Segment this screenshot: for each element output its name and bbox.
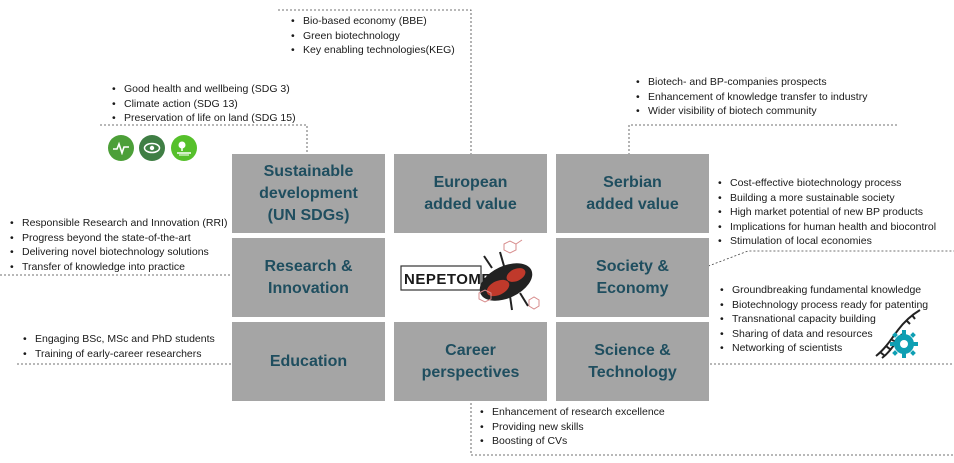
list-item: High market potential of new BP products <box>718 205 936 220</box>
tile-european-added-value: European added value <box>394 154 547 233</box>
list-eu: Bio-based economy (BBE) Green biotechnol… <box>289 14 455 58</box>
list-item: Transfer of knowledge into practice <box>10 260 227 275</box>
tile-education: Education <box>232 322 385 401</box>
list-item: Responsible Research and Innovation (RRI… <box>10 216 227 231</box>
list-item: Biotech- and BP-companies prospects <box>636 75 867 90</box>
list-research: Responsible Research and Innovation (RRI… <box>8 216 227 274</box>
connector-society <box>681 250 954 277</box>
sdg15-life-on-land-icon <box>171 135 197 161</box>
nepetome-logo: NEPETOME <box>394 238 547 317</box>
list-education: Engaging BSc, MSc and PhD students Train… <box>21 332 215 361</box>
list-item: Preservation of life on land (SDG 15) <box>112 111 296 126</box>
list-item: Implications for human health and biocon… <box>718 220 936 235</box>
molecule-decor <box>478 239 540 310</box>
sdg3-health-icon <box>108 135 134 161</box>
tile-career-perspectives: Career perspectives <box>394 322 547 401</box>
list-item: Training of early-career researchers <box>23 347 215 362</box>
list-item: Green biotechnology <box>291 29 455 44</box>
nepetome-logo-art: NEPETOME <box>400 239 540 311</box>
tile-serbian-added-value: Serbian added value <box>556 154 709 233</box>
tile-society-economy: Society & Economy <box>556 238 709 317</box>
list-item: Networking of scientists <box>720 341 928 356</box>
tile-sustainable-development: Sustainable development (UN SDGs) <box>232 154 385 233</box>
logo-text: NEPETOME <box>404 271 492 288</box>
tile-research-innovation: Research & Innovation <box>232 238 385 317</box>
list-item: Providing new skills <box>480 420 665 435</box>
list-item: Building a more sustainable society <box>718 191 936 206</box>
sdg13-climate-eye-icon <box>139 135 165 161</box>
list-item: Bio-based economy (BBE) <box>291 14 455 29</box>
list-serbian: Biotech- and BP-companies prospects Enha… <box>634 75 867 119</box>
list-sdg: Good health and wellbeing (SDG 3) Climat… <box>110 82 296 126</box>
list-item: Cost-effective biotechnology process <box>718 176 936 191</box>
list-item: Delivering novel biotechnology solutions <box>10 245 227 260</box>
list-item: Climate action (SDG 13) <box>112 97 296 112</box>
connector-serbian <box>628 124 897 164</box>
list-item: Enhancement of knowledge transfer to ind… <box>636 90 867 105</box>
connector-eu <box>278 9 472 164</box>
list-item: Groundbreaking fundamental knowledge <box>720 283 928 298</box>
list-item: Wider visibility of biotech community <box>636 104 867 119</box>
tile-science-technology: Science & Technology <box>556 322 709 401</box>
list-item: Enhancement of research excellence <box>480 405 665 420</box>
list-career: Enhancement of research excellence Provi… <box>478 405 665 449</box>
beetle-shape <box>479 251 533 311</box>
list-society: Cost-effective biotechnology process Bui… <box>716 176 936 249</box>
list-item: Boosting of CVs <box>480 434 665 449</box>
list-item: Sharing of data and resources <box>720 327 928 342</box>
list-item: Biotechnology process ready for patentin… <box>720 298 928 313</box>
list-item: Engaging BSc, MSc and PhD students <box>23 332 215 347</box>
connector-career <box>470 387 954 456</box>
list-item: Progress beyond the state-of-the-art <box>10 231 227 246</box>
list-item: Transnational capacity building <box>720 312 928 327</box>
list-science: Groundbreaking fundamental knowledge Bio… <box>718 283 928 356</box>
list-item: Stimulation of local economies <box>718 234 936 249</box>
list-item: Good health and wellbeing (SDG 3) <box>112 82 296 97</box>
list-item: Key enabling technologies(KEG) <box>291 43 455 58</box>
